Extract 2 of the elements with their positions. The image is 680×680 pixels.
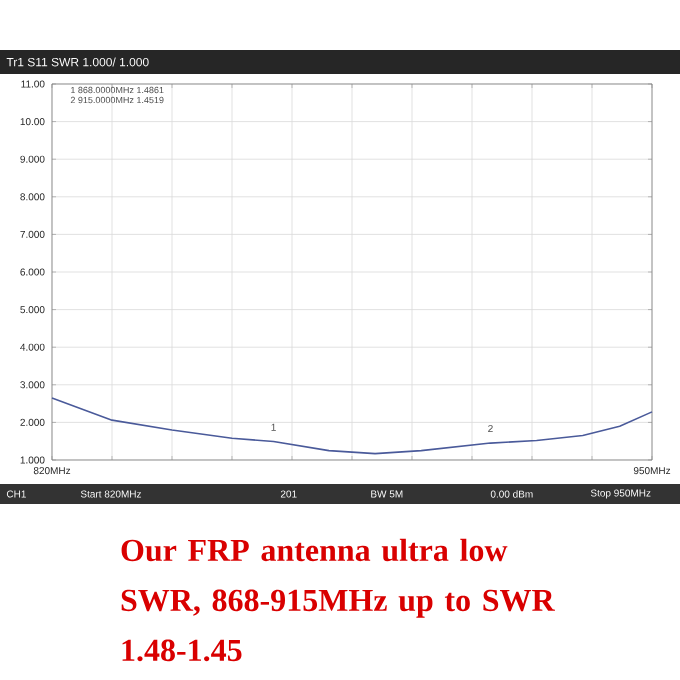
text: Our FRP antenna ultra low SWR, 868-915MHz up to SWR 1.48-1.45 bbox=[121, 538, 555, 662]
line-series bbox=[51, 397, 653, 455]
